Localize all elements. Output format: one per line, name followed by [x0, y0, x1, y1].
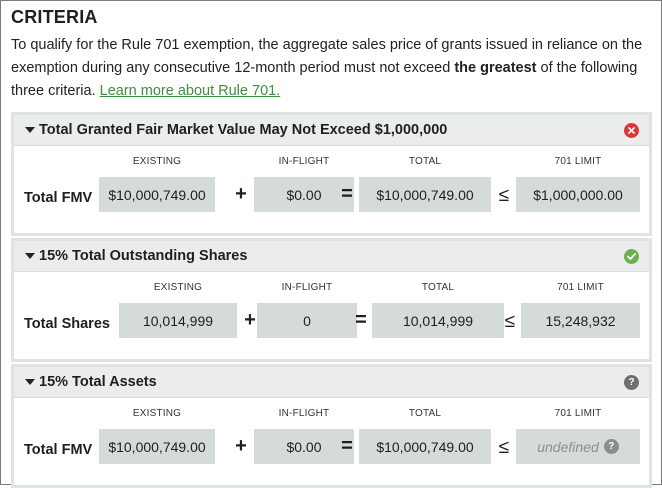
- column-label-inflight: IN-FLIGHT: [281, 282, 333, 293]
- row-label: Total FMV: [24, 442, 93, 458]
- equals-operator: =: [355, 309, 367, 331]
- leq-operator: ≤: [498, 185, 510, 206]
- caret-down-icon[interactable]: [25, 127, 35, 133]
- row-label: Total Shares: [24, 316, 110, 332]
- total-value: 10,014,999: [372, 303, 504, 338]
- leq-operator: ≤: [504, 311, 516, 332]
- total-value: $10,000,749.00: [359, 177, 491, 212]
- learn-more-link[interactable]: Learn more about Rule 701.: [99, 83, 281, 99]
- criteria-section-assets: 15% Total Assets ? EXISTING IN-FLIGHT TO…: [11, 364, 652, 488]
- plus-operator: +: [244, 309, 256, 331]
- check-icon: [624, 249, 639, 264]
- column-label-existing: EXISTING: [153, 282, 203, 293]
- limit-value: 15,248,932: [521, 303, 640, 338]
- inflight-value: $0.00: [254, 429, 354, 464]
- criteria-section-shares: 15% Total Outstanding Shares EXISTING IN…: [11, 238, 652, 362]
- section-title: 15% Total Assets: [39, 374, 157, 390]
- column-label-limit: 701 LIMIT: [554, 156, 602, 167]
- column-label-existing: EXISTING: [132, 156, 182, 167]
- existing-value: $10,000,749.00: [99, 177, 215, 212]
- section-title: 15% Total Outstanding Shares: [39, 248, 248, 264]
- help-icon[interactable]: ?: [624, 375, 639, 390]
- column-label-inflight: IN-FLIGHT: [278, 156, 330, 167]
- column-label-limit: 701 LIMIT: [557, 282, 604, 293]
- existing-value: 10,014,999: [119, 303, 237, 338]
- inflight-value: $0.00: [254, 177, 354, 212]
- section-header[interactable]: 15% Total Assets ?: [14, 367, 649, 398]
- section-body: EXISTING IN-FLIGHT TOTAL 701 LIMIT Total…: [14, 146, 649, 233]
- page-title: CRITERIA: [11, 7, 98, 27]
- intro-text-part-2: of the following three criteria.: [11, 60, 638, 99]
- column-label-existing: EXISTING: [132, 408, 182, 419]
- section-title: Total Granted Fair Market Value May Not …: [39, 122, 448, 138]
- column-label-total: TOTAL: [421, 282, 455, 293]
- limit-undefined-text: undefined: [537, 438, 599, 455]
- inflight-value: 0: [257, 303, 357, 338]
- limit-value: undefined ?: [516, 429, 640, 464]
- error-icon: [624, 123, 639, 138]
- intro-text-part-1: To qualify for the Rule 701 exemption, t…: [11, 37, 643, 76]
- leq-operator: ≤: [498, 437, 510, 458]
- caret-down-icon[interactable]: [25, 253, 35, 259]
- intro-text: To qualify for the Rule 701 exemption, t…: [11, 34, 653, 103]
- equals-operator: =: [341, 183, 353, 205]
- section-body: EXISTING IN-FLIGHT TOTAL 701 LIMIT Total…: [14, 398, 649, 485]
- plus-operator: +: [235, 435, 247, 457]
- total-value: $10,000,749.00: [359, 429, 491, 464]
- equals-operator: =: [341, 435, 353, 457]
- plus-operator: +: [235, 183, 247, 205]
- section-header[interactable]: Total Granted Fair Market Value May Not …: [14, 115, 649, 146]
- column-label-limit: 701 LIMIT: [554, 408, 602, 419]
- column-label-total: TOTAL: [408, 156, 442, 167]
- existing-value: $10,000,749.00: [99, 429, 215, 464]
- intro-text-emphasis: the greatest: [454, 60, 537, 76]
- column-label-inflight: IN-FLIGHT: [278, 408, 330, 419]
- help-icon[interactable]: ?: [603, 439, 619, 454]
- criteria-section-fmv: Total Granted Fair Market Value May Not …: [11, 112, 652, 236]
- section-header[interactable]: 15% Total Outstanding Shares: [14, 241, 649, 272]
- row-label: Total FMV: [24, 190, 93, 206]
- limit-value: $1,000,000.00: [516, 177, 640, 212]
- column-label-total: TOTAL: [408, 408, 442, 419]
- caret-down-icon[interactable]: [25, 379, 35, 385]
- section-body: EXISTING IN-FLIGHT TOTAL 701 LIMIT Total…: [14, 272, 649, 359]
